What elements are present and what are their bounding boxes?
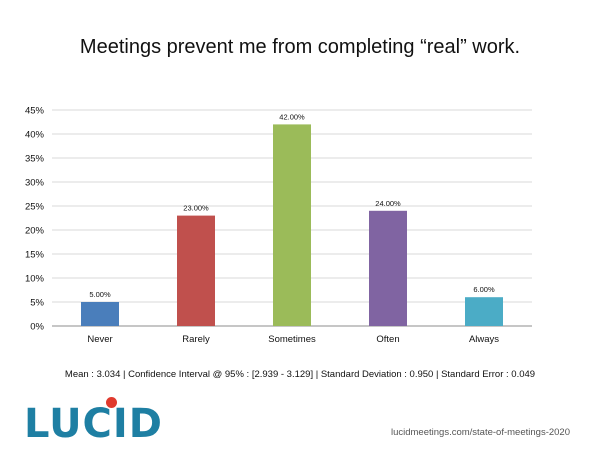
chart-title: Meetings prevent me from completing “rea… (79, 36, 521, 58)
x-tick-label: Always (469, 334, 499, 345)
lucid-logo: LUCID (24, 401, 163, 447)
bars (81, 124, 503, 327)
data-label: 6.00% (473, 285, 495, 294)
data-label: 5.00% (89, 290, 111, 299)
logo-dot-icon (106, 397, 117, 408)
data-labels: 5.00% 23.00% 42.00% 24.00% 6.00% (89, 112, 495, 299)
y-tick-label: 40% (25, 130, 45, 141)
y-axis: 0% 5% 10% 15% 20% 25% 30% 35% 40% 45% (25, 106, 45, 333)
y-tick-label: 35% (25, 154, 45, 165)
x-tick-label: Never (87, 334, 112, 345)
x-axis: Never Rarely Sometimes Often Always (87, 334, 499, 345)
y-tick-label: 15% (25, 250, 45, 261)
data-label: 42.00% (279, 112, 305, 121)
statistics-summary: Mean : 3.034 | Confidence Interval @ 95%… (64, 369, 536, 380)
x-tick-label: Rarely (182, 334, 210, 345)
source-url: lucidmeetings.com/state-of-meetings-2020 (390, 427, 570, 438)
y-tick-label: 10% (25, 274, 45, 285)
bar (273, 124, 311, 327)
y-tick-label: 30% (25, 178, 45, 189)
x-tick-label: Often (376, 334, 399, 345)
data-label: 24.00% (375, 199, 401, 208)
y-tick-label: 20% (25, 226, 45, 237)
bar (465, 297, 503, 326)
y-tick-label: 0% (30, 322, 44, 333)
y-tick-label: 25% (25, 202, 45, 213)
bar-chart: 0% 5% 10% 15% 20% 25% 30% 35% 40% 45% 5.00% 23.00%… (25, 106, 532, 345)
y-tick-label: 45% (25, 106, 45, 117)
x-tick-label: Sometimes (268, 334, 316, 345)
bar (177, 215, 215, 326)
bar (369, 210, 407, 326)
data-label: 23.00% (183, 204, 209, 213)
bar (81, 302, 119, 326)
y-tick-label: 5% (30, 298, 44, 309)
